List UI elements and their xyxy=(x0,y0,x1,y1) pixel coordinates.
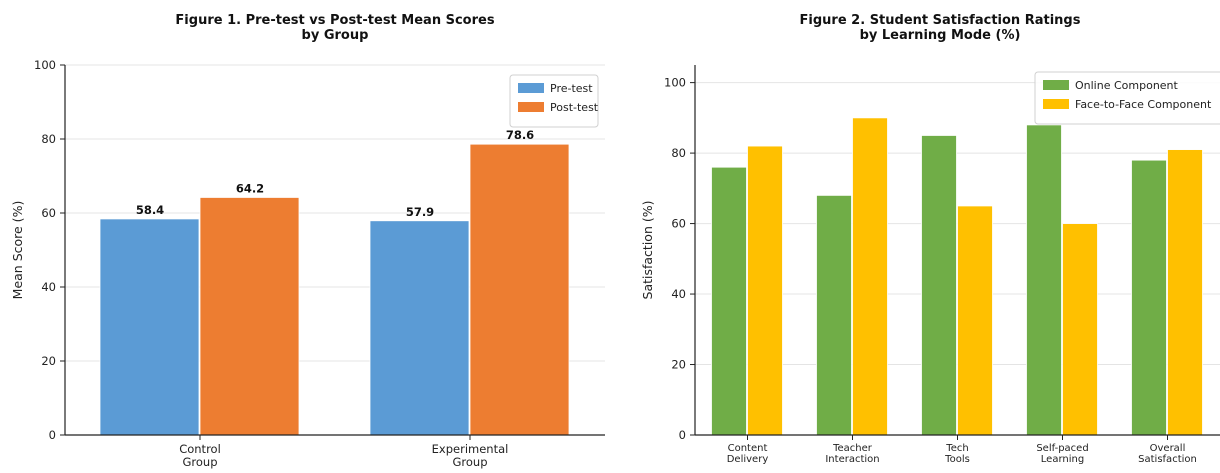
y-tick-label: 100 xyxy=(664,76,686,90)
legend-box xyxy=(1034,71,1220,125)
bar-online-component xyxy=(1131,159,1167,436)
bar-online-component xyxy=(921,135,957,436)
bar-face-to-face-component xyxy=(957,205,993,436)
bar-online-component xyxy=(711,166,747,436)
bar-face-to-face-component xyxy=(747,145,783,436)
bar-value-label: 64.2 xyxy=(236,181,264,195)
bar-value-label: 57.9 xyxy=(406,205,434,219)
bar-post-test xyxy=(469,143,570,436)
legend-swatch xyxy=(518,102,544,112)
x-tick-label: Overall Satisfaction xyxy=(1138,443,1197,465)
bar-post-test xyxy=(199,197,300,436)
bar-pre-test xyxy=(369,220,470,436)
x-tick-label: Experimental Group xyxy=(432,442,509,469)
chart2-legend: Online Component Face-to-Face Component xyxy=(1034,71,1220,125)
y-tick-label: 20 xyxy=(671,358,686,372)
legend-swatch xyxy=(1043,80,1069,90)
bar-pre-test xyxy=(99,218,200,436)
legend-swatch xyxy=(518,83,544,93)
legend-swatch xyxy=(1043,99,1069,109)
bar-value-label: 58.4 xyxy=(136,203,164,217)
x-tick-label: Teacher Interaction xyxy=(825,443,879,465)
y-tick-label: 100 xyxy=(34,58,56,72)
chart2-ylabel: Satisfaction (%) xyxy=(640,201,655,300)
legend-label: Post-test xyxy=(550,101,599,114)
y-tick-label: 80 xyxy=(671,146,686,160)
y-tick-label: 40 xyxy=(671,287,686,301)
y-tick-label: 40 xyxy=(41,280,56,294)
legend-label: Face-to-Face Component xyxy=(1075,98,1212,111)
bar-online-component xyxy=(816,194,852,436)
bar-online-component xyxy=(1026,124,1062,436)
y-tick-label: 0 xyxy=(49,428,56,442)
legend-label: Pre-test xyxy=(550,82,593,95)
chart-pre-post-scores: Figure 1. Pre-test vs Post-test Mean Sco… xyxy=(10,13,605,469)
y-tick-label: 20 xyxy=(41,354,56,368)
x-tick-label: Tech Tools xyxy=(944,443,970,465)
bar-face-to-face-component xyxy=(1167,149,1203,436)
bar-value-label: 78.6 xyxy=(506,128,534,142)
legend-label: Online Component xyxy=(1075,79,1179,92)
chart2-title: Figure 2. Student Satisfaction Ratings by… xyxy=(800,13,1081,43)
y-tick-label: 80 xyxy=(41,132,56,146)
y-tick-label: 60 xyxy=(671,217,686,231)
chart1-title: Figure 1. Pre-test vs Post-test Mean Sco… xyxy=(175,13,494,43)
bar-face-to-face-component xyxy=(852,117,888,436)
chart1-legend: Pre-test Post-test xyxy=(509,74,599,128)
chart1-ylabel: Mean Score (%) xyxy=(10,201,25,300)
y-tick-label: 60 xyxy=(41,206,56,220)
x-tick-label: Control Group xyxy=(179,442,221,469)
bar-face-to-face-component xyxy=(1062,223,1098,436)
chart-satisfaction-ratings: Figure 2. Student Satisfaction Ratings by… xyxy=(640,13,1220,465)
y-tick-label: 0 xyxy=(679,428,686,442)
x-tick-label: Content Delivery xyxy=(727,443,769,465)
x-tick-label: Self-paced Learning xyxy=(1036,443,1088,465)
